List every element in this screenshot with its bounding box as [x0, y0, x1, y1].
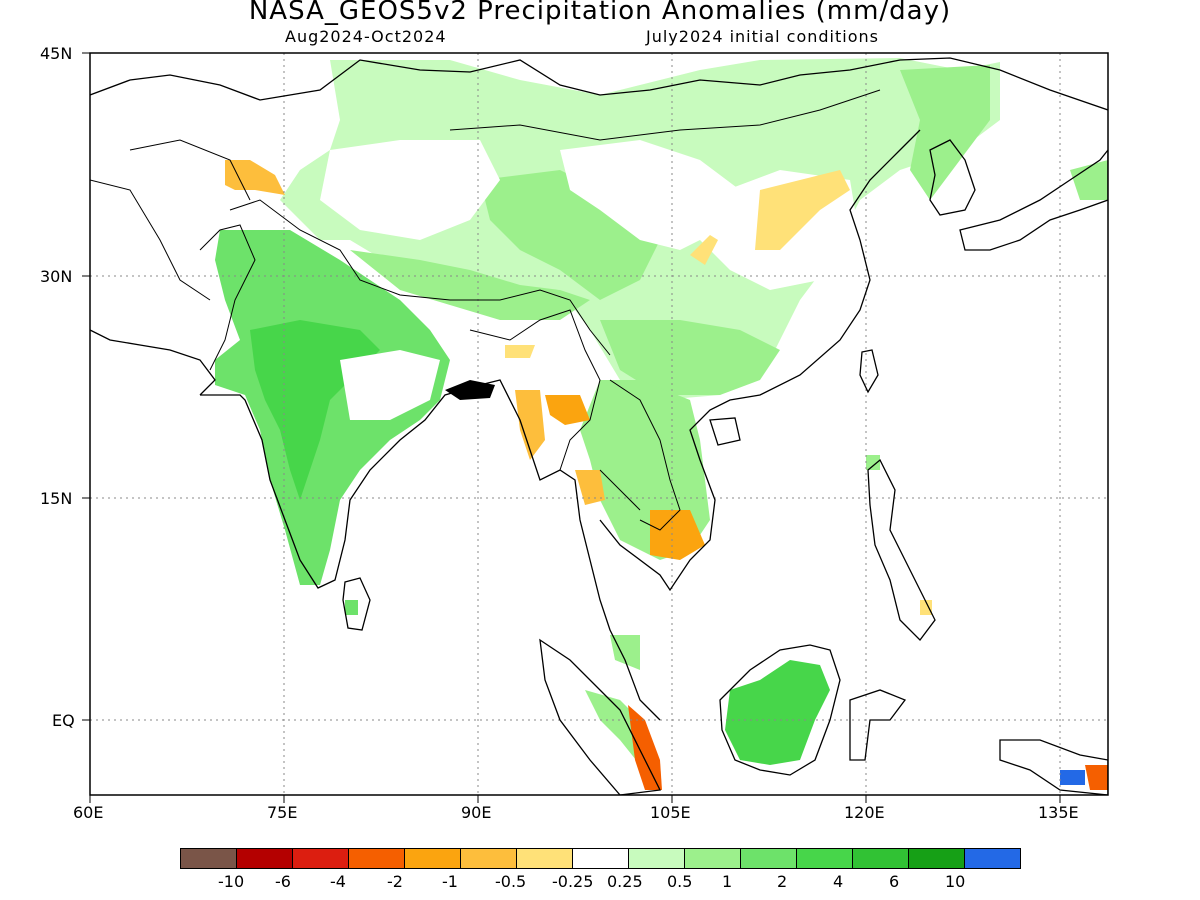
colorbar-label: -0.5 [495, 872, 527, 891]
colorbar-swatch [404, 848, 461, 869]
anomaly-region-pakistan-dry [225, 160, 285, 195]
anomaly-region-himalaya [350, 250, 590, 320]
colorbar-swatch [740, 848, 797, 869]
anomaly-region-bangladesh-dry [505, 345, 535, 358]
frame-ticks [82, 52, 1061, 803]
anomaly-region-central-china-dry [690, 235, 718, 265]
country-borders [90, 89, 881, 531]
anomaly-region-sri-lanka [345, 600, 358, 615]
anomaly-region-tibet-neutral [320, 140, 500, 240]
lon-label-120e: 120E [844, 803, 885, 822]
colorbar-swatch [180, 848, 237, 869]
colorbar-swatch [964, 848, 1021, 869]
colorbar-label: 1 [722, 872, 733, 891]
anomaly-region-sumatra-dry [628, 705, 662, 790]
colorbar-swatch [292, 848, 349, 869]
anomaly-region-myanmar-dry-2 [545, 395, 590, 425]
coast-india [200, 384, 481, 589]
coast-philippines [867, 458, 936, 641]
lat-label-eq: EQ [52, 711, 75, 730]
map-frame [89, 52, 1109, 796]
lat-label-15n: 15N [40, 489, 73, 508]
colorbar-swatch [908, 848, 965, 869]
colorbar-label: 4 [833, 872, 844, 891]
coast-sri-lanka [342, 577, 371, 631]
anomaly-region-china-neutral [560, 140, 740, 250]
lon-label-75e: 75E [267, 803, 298, 822]
colorbar-label: -0.25 [552, 872, 594, 891]
lat-label-45n: 45N [40, 44, 73, 63]
anomaly-region-northeast [900, 65, 990, 200]
coast-taiwan [859, 349, 879, 394]
colorbar-label: -4 [330, 872, 346, 891]
coast-persian-gulf [90, 329, 216, 396]
border-thai-cambodia [599, 469, 641, 511]
colorbar-swatch [796, 848, 853, 869]
anomaly-region-japan [1070, 160, 1108, 200]
colorbar-swatch [684, 848, 741, 869]
coast-north-boundary [90, 57, 1108, 111]
anomaly-region-india-neutral [340, 350, 440, 420]
lon-label-90e: 90E [461, 803, 492, 822]
lon-label-60e: 60E [73, 803, 104, 822]
anomaly-region-mindanao-dry [920, 600, 932, 615]
coast-sulawesi [849, 689, 907, 761]
colorbar-swatch [348, 848, 405, 869]
anomaly-region-borneo [725, 660, 830, 765]
coastlines [90, 57, 1108, 795]
colorbar-label: 2 [777, 872, 788, 891]
coast-japan [959, 148, 1108, 251]
anomaly-region-new-guinea-dry [1085, 765, 1108, 790]
border-iran [90, 179, 211, 301]
map-title: NASA_GEOS5v2 Precipitation Anomalies (mm… [248, 0, 952, 26]
coast-hainan [709, 417, 741, 446]
colorbar-swatch [460, 848, 517, 869]
border-pakistan-india [199, 224, 256, 371]
colorbar-label: -10 [218, 872, 245, 891]
anomaly-region-india [215, 230, 450, 585]
coast-borneo [719, 644, 841, 776]
anomaly-region-cambodia-dry [650, 510, 705, 560]
coast-korea [929, 139, 976, 216]
colorbar-label: -1 [442, 872, 458, 891]
colorbar-label: -6 [275, 872, 291, 891]
map-gridlines [90, 53, 1108, 795]
lat-label-30n: 30N [40, 267, 73, 286]
lon-label-105e: 105E [650, 803, 691, 822]
lon-label-135e: 135E [1038, 803, 1079, 822]
colorbar-label: 10 [945, 872, 966, 891]
coast-sumatra [539, 638, 661, 795]
border-himalaya [229, 199, 611, 356]
colorbar-label: 0.25 [607, 872, 643, 891]
colorbar-label: 0.5 [667, 872, 693, 891]
anomaly-region-luzon [866, 455, 880, 470]
border-indochina [609, 379, 681, 531]
colorbar-swatch [572, 848, 629, 869]
colorbar-swatch [236, 848, 293, 869]
anomaly-region-new-guinea-wet [1060, 770, 1085, 785]
border-myanmar [469, 309, 601, 471]
coast-indochina-gulf [599, 129, 921, 592]
anomaly-shading [215, 58, 1108, 790]
colorbar-swatch [852, 848, 909, 869]
border-china-mongolia [449, 89, 881, 141]
coast-new-guinea [999, 739, 1108, 795]
initial-conditions: July2024 initial conditions [646, 27, 879, 46]
bay-of-bengal-coast-dark [445, 380, 495, 400]
colorbar-label: 6 [889, 872, 900, 891]
anomaly-region-north-china-dry [755, 170, 850, 250]
border-afghanistan [129, 139, 251, 201]
anomaly-region-south-china [600, 320, 780, 395]
forecast-period: Aug2024-Oct2024 [285, 27, 447, 46]
anomaly-region-myanmar-dry [515, 390, 545, 460]
colorbar-swatch [516, 848, 573, 869]
anomaly-region-thailand-dry [575, 470, 605, 505]
colorbar-label: -2 [387, 872, 403, 891]
coast-myanmar-thai [479, 379, 661, 721]
colorbar-swatch [628, 848, 685, 869]
